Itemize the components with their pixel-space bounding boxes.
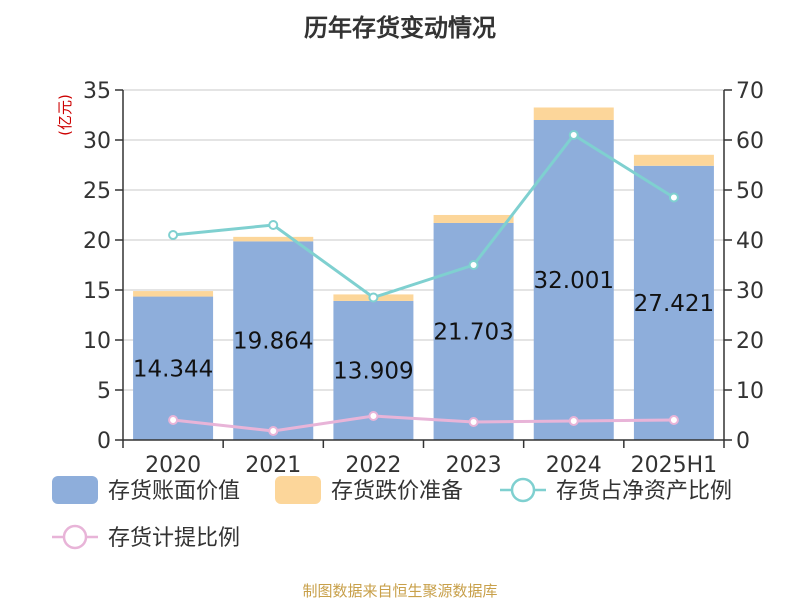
bar-impairment-provision bbox=[233, 236, 314, 242]
right-tick-label: 40 bbox=[736, 229, 764, 254]
x-tick-label: 2023 bbox=[446, 453, 502, 478]
right-tick-label: 0 bbox=[736, 429, 750, 454]
source-note: 制图数据来自恒生聚源数据库 bbox=[302, 582, 497, 600]
bar-value-label: 19.864 bbox=[233, 329, 313, 355]
bar-value-label: 13.909 bbox=[333, 358, 413, 384]
line-point bbox=[368, 292, 379, 303]
line-point bbox=[368, 411, 379, 421]
left-tick-label: 0 bbox=[97, 429, 111, 454]
line-point bbox=[568, 416, 579, 426]
right-tick-label: 20 bbox=[736, 329, 764, 354]
legend-marker bbox=[62, 524, 88, 550]
legend-inventory-net-assets-ratio: 存货占净资产比例 bbox=[500, 477, 732, 504]
bar-impairment-provision bbox=[633, 154, 714, 166]
line-point bbox=[468, 260, 479, 270]
left-tick-label: 35 bbox=[83, 79, 111, 104]
right-tick-label: 60 bbox=[736, 129, 764, 154]
legend-swatch bbox=[275, 476, 321, 504]
left-tick-label: 5 bbox=[97, 379, 111, 404]
left-tick-label: 10 bbox=[83, 329, 111, 354]
left-tick-label: 30 bbox=[83, 129, 111, 154]
grid-lines bbox=[123, 89, 724, 391]
x-tick-label: 2020 bbox=[145, 453, 201, 478]
x-tick-label: 2021 bbox=[245, 453, 301, 478]
x-tick-label: 2024 bbox=[546, 453, 602, 478]
bar-book-value bbox=[233, 241, 314, 440]
line-point bbox=[668, 415, 679, 425]
line-inventory-net-assets-ratio bbox=[172, 133, 675, 300]
left-axis-unit: (亿元) bbox=[56, 94, 74, 136]
line-point bbox=[468, 417, 479, 427]
line-point bbox=[168, 415, 179, 425]
line-provision-ratio bbox=[172, 414, 674, 433]
line-point bbox=[168, 230, 179, 240]
line-point bbox=[568, 130, 579, 140]
legend-book-value: 存货账面价值 bbox=[52, 476, 240, 504]
bar-book-value bbox=[433, 222, 514, 440]
right-tick-label: 30 bbox=[736, 279, 764, 304]
left-tick-label: 25 bbox=[83, 179, 111, 204]
line-point bbox=[268, 426, 279, 436]
left-tick-label: 20 bbox=[83, 229, 111, 254]
legend-label: 存货计提比例 bbox=[108, 526, 240, 551]
right-tick-label: 70 bbox=[736, 79, 764, 104]
x-tick-label: 2022 bbox=[345, 453, 401, 478]
right-tick-label: 10 bbox=[736, 379, 764, 404]
bar-book-value bbox=[633, 165, 714, 441]
bar-value-label: 21.703 bbox=[433, 319, 513, 345]
left-tick-label: 15 bbox=[83, 279, 111, 304]
line-point bbox=[268, 220, 279, 230]
bar-impairment-provision bbox=[433, 214, 514, 223]
bar-impairment-provision bbox=[533, 107, 614, 120]
x-tick-label: 2025H1 bbox=[631, 453, 718, 478]
bar-impairment-provision bbox=[133, 291, 214, 297]
legend-impairment-provision: 存货跌价准备 bbox=[275, 476, 463, 504]
legend-label: 存货占净资产比例 bbox=[556, 479, 732, 504]
line-point bbox=[668, 192, 679, 203]
lines bbox=[168, 130, 679, 436]
legend-label: 存货跌价准备 bbox=[331, 479, 463, 504]
legend-label: 存货账面价值 bbox=[108, 479, 240, 504]
legend-provision-ratio: 存货计提比例 bbox=[52, 524, 240, 551]
chart-title: 历年存货变动情况 bbox=[304, 14, 496, 42]
bar-value-label: 32.001 bbox=[534, 268, 614, 294]
axes: 0 5 10 15 20 25 30 35 0 10 20 30 40 50 60 70 2020 2021 202… bbox=[83, 79, 764, 478]
legend-marker bbox=[510, 477, 536, 503]
bar-book-value bbox=[533, 119, 614, 441]
bar-value-label: 14.344 bbox=[133, 356, 213, 382]
legend-swatch bbox=[52, 476, 98, 504]
right-tick-label: 50 bbox=[736, 179, 764, 204]
bar-value-label: 27.421 bbox=[634, 291, 714, 317]
